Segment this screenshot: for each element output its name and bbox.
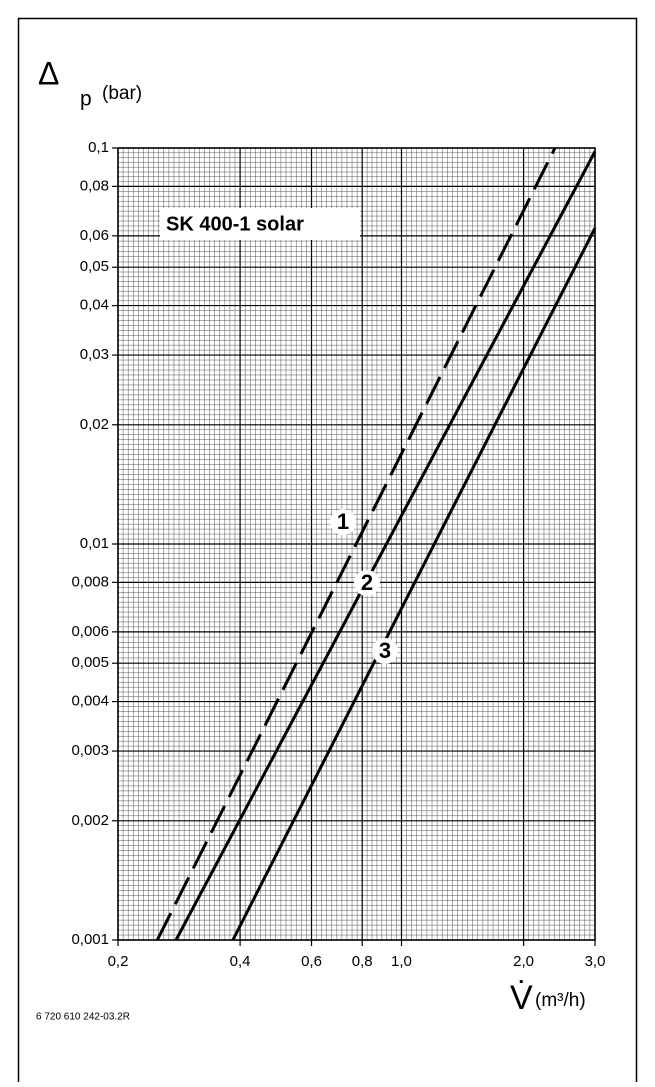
y-tick-label: 0,03	[80, 346, 109, 363]
y-tick-label: 0,02	[80, 416, 109, 433]
plot-frame	[117, 147, 596, 941]
curve	[174, 150, 597, 941]
y-tick-label: 0,002	[71, 812, 109, 829]
y-tick-label: 0,08	[80, 177, 109, 194]
curve-label-bg	[330, 509, 356, 535]
annotation-box	[160, 208, 360, 240]
x-tick-label: 0,6	[301, 953, 322, 970]
x-tick-label: 0,8	[352, 953, 373, 970]
curve-label-bg	[372, 638, 398, 664]
y-tick-label: 0,05	[80, 258, 109, 275]
y-label-unit: (bar)	[102, 83, 142, 104]
y-label-subscript: p	[80, 88, 92, 111]
x-label-symbol: V̇	[510, 979, 533, 1017]
y-tick-label: 0,005	[71, 654, 109, 671]
y-tick-label: 0,01	[80, 535, 109, 552]
curve-label: 1	[337, 509, 349, 534]
x-tick-label: 1,0	[391, 953, 412, 970]
y-tick-label: 0,06	[80, 227, 109, 244]
y-tick-label: 0,004	[71, 693, 109, 710]
y-tick-label: 0,008	[71, 573, 109, 590]
curve	[155, 147, 557, 941]
x-tick-label: 2,0	[513, 953, 534, 970]
x-tick-label: 0,2	[108, 953, 129, 970]
footnote: 6 720 610 242-03.2R	[36, 1012, 130, 1023]
y-tick-label: 0,003	[71, 742, 109, 759]
grid	[117, 147, 596, 941]
y-tick-label: 0,006	[71, 623, 109, 640]
y-label-symbol: Δ	[38, 55, 59, 91]
x-tick-label: 3,0	[585, 953, 606, 970]
x-label-unit: (m³/h)	[535, 990, 586, 1011]
page-frame	[17, 17, 638, 1082]
y-tick-label: 0,1	[88, 139, 109, 156]
curve	[231, 227, 597, 941]
curve-label: 2	[361, 570, 373, 595]
x-tick-label: 0,4	[230, 953, 251, 970]
curve-label-bg	[354, 570, 380, 596]
y-tick-label: 0,001	[71, 931, 109, 948]
curve-label: 3	[379, 638, 391, 663]
y-tick-label: 0,04	[80, 297, 109, 314]
annotation: SK 400-1 solar	[166, 213, 304, 235]
